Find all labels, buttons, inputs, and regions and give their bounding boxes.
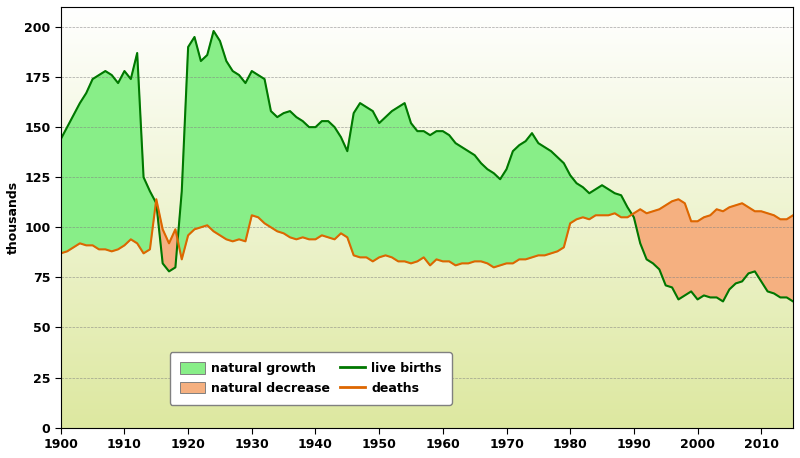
Y-axis label: thousands: thousands (7, 181, 20, 254)
Legend: natural growth, natural decrease, live births, deaths: natural growth, natural decrease, live b… (170, 352, 451, 404)
